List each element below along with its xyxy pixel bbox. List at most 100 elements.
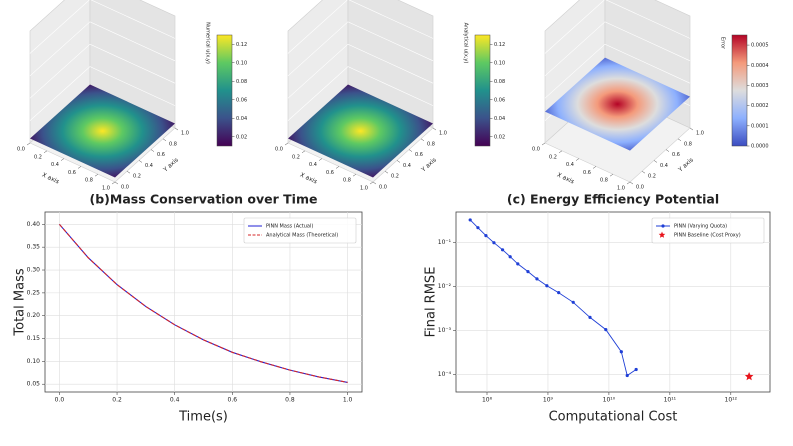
y-tick xyxy=(114,181,119,185)
wall-grid xyxy=(287,43,434,99)
legend-box xyxy=(243,217,357,244)
colorbar xyxy=(474,34,491,147)
y-tick-label: 0.25 xyxy=(27,289,41,296)
colorbar-tick-label: 0.0005 xyxy=(751,43,769,49)
point xyxy=(508,255,512,259)
z-axis-label: Analytical u(x,y) xyxy=(463,23,469,64)
colorbar-tick-label: 0.06 xyxy=(494,97,505,103)
colorbar-tick-label: 0.04 xyxy=(494,116,505,122)
point xyxy=(634,367,638,372)
x-tick xyxy=(575,158,580,161)
y-tick-label: 0.2 xyxy=(648,174,656,180)
y-tick xyxy=(138,160,143,163)
x-tick-label: 0.4 xyxy=(170,397,180,404)
y-tick xyxy=(408,149,413,152)
y-tick-label: 0.10 xyxy=(27,358,41,365)
x-tick-label: 0.8 xyxy=(600,178,608,184)
x-tick-label: 0.6 xyxy=(583,170,591,176)
y-tick-label: 0.0 xyxy=(121,185,129,191)
x-tick-label: 1.0 xyxy=(360,186,368,192)
y-tick xyxy=(384,170,389,174)
x-tick-label: 0.8 xyxy=(285,397,295,404)
colorbar-tick-label: 0.0000 xyxy=(751,144,769,150)
y-tick-label: 0.40 xyxy=(27,221,41,228)
legend-label: Analytical Mass (Theoretical) xyxy=(266,233,338,239)
x-tick-label: 0.6 xyxy=(326,170,334,176)
x-axis-label: X axis xyxy=(41,172,60,186)
colorbar-tick-label: 0.02 xyxy=(236,134,247,140)
y-tick-label: 10⁻¹ xyxy=(438,239,452,246)
series-line xyxy=(58,223,348,383)
y-tick-label: 0.8 xyxy=(427,141,435,147)
y-axis-label: Y axis xyxy=(676,157,695,175)
y-axis-label: Final RMSE xyxy=(424,267,439,338)
wall-grid xyxy=(29,43,176,99)
legend-box xyxy=(651,217,765,244)
y-tick-label: 0.6 xyxy=(672,152,680,158)
x-tick-label: 10⁸ xyxy=(482,397,493,404)
y-tick-label: 10⁻² xyxy=(438,283,452,290)
y-tick-label: 0.6 xyxy=(157,152,165,158)
colorbar xyxy=(731,34,748,147)
colorbar-tick-label: 0.12 xyxy=(236,42,247,48)
y-tick-label: 0.20 xyxy=(27,312,41,319)
y-tick xyxy=(420,138,425,142)
x-tick xyxy=(94,173,99,177)
x-tick-label: 1.0 xyxy=(102,186,110,192)
x-tick-label: 0.0 xyxy=(532,147,540,153)
x-axis-label: Time(s) xyxy=(178,410,228,425)
colorbar-tick-label: 0.0001 xyxy=(751,123,769,129)
y-tick xyxy=(174,127,179,131)
colorbar-tick-label: 0.0003 xyxy=(751,83,769,89)
colorbar-tick-label: 0.08 xyxy=(494,79,505,85)
y-tick-label: 1.0 xyxy=(696,131,704,137)
y-tick-label: 0.35 xyxy=(27,244,41,251)
x-tick-label: 0.4 xyxy=(51,162,59,168)
y-tick-label: 10⁻⁴ xyxy=(438,371,452,378)
x-tick xyxy=(284,142,289,146)
colorbar-tick-label: 0.08 xyxy=(236,79,247,85)
x-axis-label: Computational Cost xyxy=(549,410,678,425)
star-marker xyxy=(744,372,754,381)
x-axis-label: X axis xyxy=(556,172,575,186)
point xyxy=(516,262,520,266)
x-tick-label: 0.6 xyxy=(68,170,76,176)
y-tick xyxy=(372,181,377,185)
x-tick-label: 0.4 xyxy=(309,162,317,168)
x-tick xyxy=(609,173,614,177)
point xyxy=(484,234,488,238)
point xyxy=(526,270,530,274)
point xyxy=(545,284,549,288)
y-tick xyxy=(653,160,658,163)
legend-label: PINN Mass (Actual) xyxy=(266,224,313,230)
y-tick xyxy=(396,160,401,163)
wall-grid xyxy=(287,66,434,121)
x-tick xyxy=(558,150,563,154)
x-tick xyxy=(318,158,323,161)
wall-grid xyxy=(287,0,434,54)
y-tick-label: 0.0 xyxy=(379,185,387,191)
x-tick-label: 0.0 xyxy=(275,147,283,153)
y-axis-label: Y axis xyxy=(419,157,438,175)
z-axis-label: Numerical u(x,y) xyxy=(205,22,211,64)
y-tick-label: 0.2 xyxy=(391,174,399,180)
y-tick-label: 0.05 xyxy=(27,381,41,388)
x-tick xyxy=(335,166,340,169)
point xyxy=(468,218,472,222)
x-tick-label: 0.8 xyxy=(343,178,351,184)
colorbar-tick-label: 0.06 xyxy=(236,97,247,103)
wall-grid xyxy=(544,43,691,99)
x-tick xyxy=(26,142,31,146)
chart-title: (b)Mass Conservation over Time xyxy=(90,192,318,207)
y-tick-label: 0.15 xyxy=(27,335,41,342)
y-tick-label: 1.0 xyxy=(439,131,447,137)
x-tick xyxy=(541,142,546,146)
x-tick-label: 10⁹ xyxy=(543,397,554,404)
y-tick-label: 0.4 xyxy=(660,163,668,169)
chart-title: (c) Energy Efficiency Potential xyxy=(507,192,719,207)
x-tick xyxy=(43,150,48,154)
colorbar-tick-label: 0.10 xyxy=(494,60,505,66)
x-tick-label: 0.0 xyxy=(55,397,65,404)
x-tick-label: 0.0 xyxy=(17,147,25,153)
